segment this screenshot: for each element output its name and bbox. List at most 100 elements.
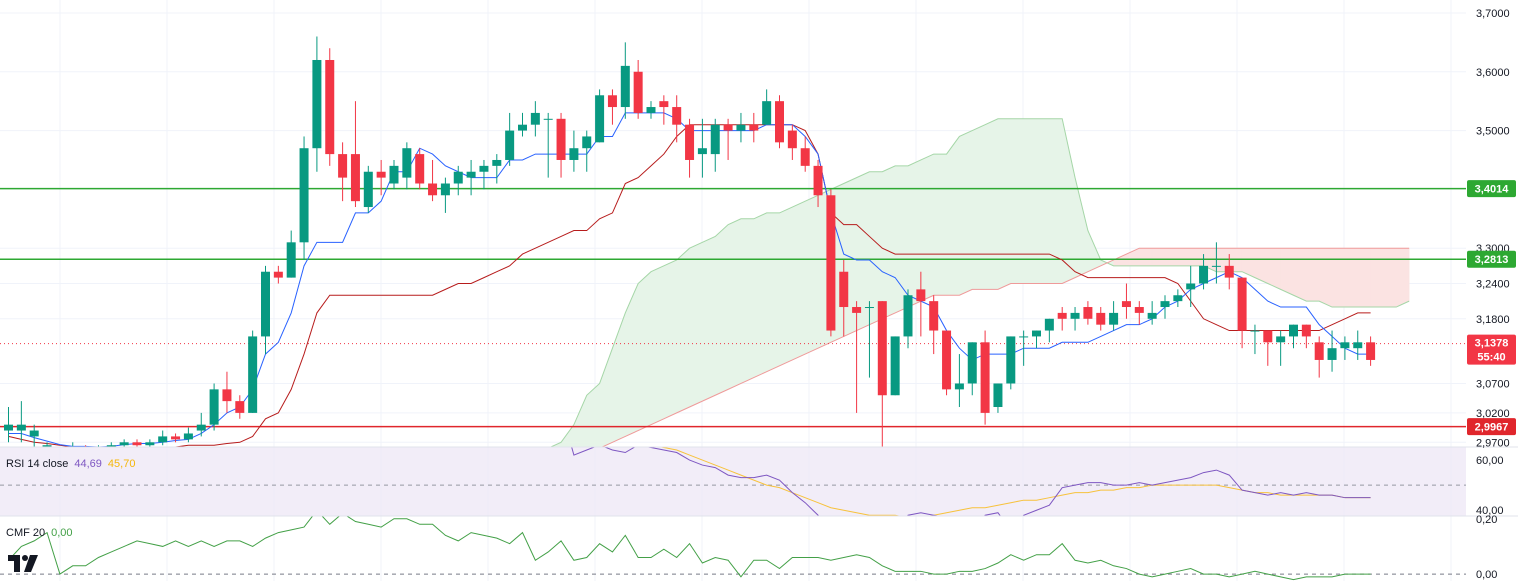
- cloud-segment: [663, 259, 677, 420]
- candle-body: [1199, 265, 1209, 284]
- candle-body: [1019, 336, 1029, 338]
- candle: [492, 154, 502, 184]
- level-price-tag: 2,9967: [1467, 418, 1516, 436]
- candle-body: [569, 148, 579, 160]
- candle: [415, 148, 425, 190]
- candle-body: [1263, 330, 1273, 343]
- level-tag-bg: [1467, 180, 1516, 198]
- cloud-segment: [625, 283, 639, 437]
- candle: [672, 95, 682, 143]
- candle: [235, 395, 245, 419]
- candle-body: [710, 124, 720, 155]
- cloud-segment: [637, 271, 652, 431]
- rsi-line: [571, 447, 1371, 516]
- candle: [209, 383, 219, 431]
- candle-body: [672, 107, 682, 125]
- candle: [1276, 330, 1286, 366]
- cloud-segment: [959, 130, 973, 296]
- candle-body: [916, 289, 926, 302]
- cloud-segment: [1306, 247, 1320, 302]
- cloud-segment: [1087, 230, 1101, 273]
- candle: [273, 265, 283, 284]
- candle: [1263, 330, 1273, 366]
- cmf-legend-value: 0,00: [51, 527, 73, 539]
- candle-body: [633, 71, 643, 113]
- candle-body: [800, 148, 810, 166]
- cmf-legend-title: CMF 20: [6, 527, 46, 539]
- cloud-segment: [1331, 247, 1346, 308]
- rsi-ma-line: [658, 447, 1371, 516]
- candle-body: [415, 154, 425, 184]
- cloud-segment: [1139, 247, 1153, 267]
- cmf-legend[interactable]: CMF 20 0,00: [6, 527, 79, 539]
- candle: [659, 95, 669, 125]
- candle-body: [1096, 312, 1106, 325]
- candle: [633, 59, 643, 119]
- candles: [4, 36, 1376, 447]
- candle: [376, 159, 386, 196]
- candle-body: [697, 148, 707, 155]
- candle: [620, 42, 630, 119]
- candle-body: [1121, 301, 1131, 308]
- candle: [839, 259, 849, 337]
- candle-body: [1250, 330, 1260, 332]
- cloud-segment: [907, 159, 922, 308]
- cloud-segment: [1357, 247, 1371, 308]
- candle-body: [1109, 312, 1119, 325]
- candle: [505, 112, 515, 166]
- candle-body: [1173, 295, 1183, 302]
- rsi-tick-label: 60,00: [1476, 455, 1504, 467]
- candle: [787, 124, 797, 160]
- rsi-legend[interactable]: RSI 14 close 44,69 45,70: [6, 458, 141, 470]
- candle-body: [929, 301, 939, 331]
- candle: [646, 101, 656, 119]
- candle-body: [1186, 283, 1196, 290]
- candle-body: [595, 95, 605, 143]
- candle-body: [428, 183, 438, 196]
- candle: [980, 330, 990, 425]
- senkou-span-a-line: [549, 118, 1410, 447]
- candle: [723, 118, 733, 160]
- candle-body: [1340, 342, 1350, 349]
- tradingview-logo-icon[interactable]: [8, 552, 42, 574]
- candle-body: [813, 165, 823, 196]
- candle: [1044, 318, 1054, 343]
- candle-body: [350, 154, 360, 202]
- candle-body: [852, 307, 862, 313]
- candle-body: [903, 295, 913, 337]
- candle-body: [119, 442, 129, 446]
- candle-body: [299, 148, 309, 243]
- candle: [1160, 295, 1170, 319]
- candle: [967, 342, 977, 396]
- candle: [826, 189, 836, 337]
- candle-body: [685, 124, 695, 160]
- rsi-band: [0, 447, 1466, 516]
- candle: [993, 383, 1003, 413]
- price-tick-label: 3,6000: [1476, 67, 1510, 79]
- candle: [363, 165, 373, 213]
- candle-body: [106, 445, 116, 447]
- cloud-segment: [1383, 247, 1397, 308]
- candle: [1134, 301, 1144, 325]
- candle: [1096, 307, 1106, 331]
- candle: [710, 118, 720, 172]
- candle: [1186, 265, 1196, 308]
- candle-body: [248, 336, 258, 413]
- candle: [171, 433, 181, 443]
- candle: [428, 159, 438, 202]
- candle: [1121, 283, 1131, 319]
- candle-body: [1211, 265, 1221, 267]
- cloud-segment: [599, 348, 613, 447]
- candle-body: [196, 424, 206, 431]
- candle: [556, 112, 566, 178]
- cloud-segment: [1164, 247, 1179, 267]
- candle-body: [261, 271, 270, 337]
- candle: [350, 101, 360, 208]
- candle: [1353, 330, 1363, 360]
- candle: [299, 136, 309, 260]
- rsi-legend-title: RSI 14 close: [6, 458, 69, 470]
- candle-body: [466, 171, 476, 178]
- candle-body: [556, 118, 566, 160]
- candle-body: [312, 59, 322, 149]
